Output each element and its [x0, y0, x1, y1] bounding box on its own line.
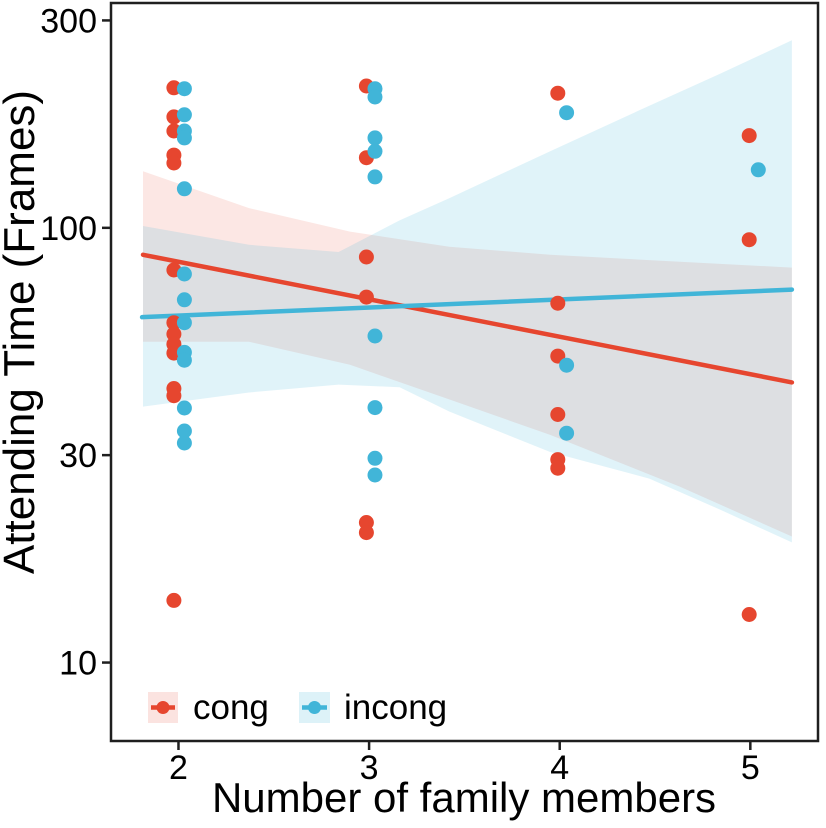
legend-label-cong: cong [193, 688, 269, 727]
y-tick-label: 100 [40, 210, 97, 248]
data-point-incong [176, 130, 192, 146]
trend-line-incong [139, 287, 795, 320]
x-tick-label: 5 [741, 749, 760, 787]
y-tick-label: 300 [40, 2, 97, 40]
legend-label-incong: incong [344, 688, 447, 727]
data-point-incong [176, 435, 192, 451]
data-point-incong [176, 266, 192, 282]
confidence-bands [143, 40, 792, 543]
data-point-cong [550, 460, 566, 476]
data-point-incong [176, 81, 192, 97]
legend-item-incong: incong [299, 688, 447, 727]
data-point-incong [367, 130, 383, 146]
trend-line-cong [140, 252, 795, 385]
ci-band-incong [143, 40, 792, 543]
data-point-cong [358, 289, 374, 305]
x-tick-label: 2 [169, 749, 188, 787]
legend: cong incong [148, 688, 447, 727]
points-cong [166, 78, 757, 622]
data-point-cong [550, 295, 566, 311]
data-point-cong [166, 315, 182, 331]
data-point-incong [176, 315, 192, 331]
data-point-cong [358, 249, 374, 265]
data-point-incong [367, 328, 383, 344]
data-point-cong [166, 155, 182, 171]
data-points [166, 78, 766, 622]
y-tick-label: 30 [59, 437, 97, 475]
data-point-cong [550, 85, 566, 101]
data-point-cong [550, 407, 566, 422]
legend-key-dot-incong [308, 701, 321, 714]
y-tick-label: 10 [59, 645, 97, 683]
panel-border [109, 1, 820, 743]
data-point-incong [559, 105, 575, 121]
data-point-incong [176, 423, 192, 439]
data-point-incong [559, 357, 575, 373]
ci-band-cong [143, 171, 792, 537]
data-point-cong [358, 525, 374, 541]
x-axis-title: Number of family members [212, 774, 716, 821]
data-point-incong [176, 292, 192, 308]
data-point-incong [367, 143, 383, 159]
data-point-cong [741, 128, 757, 144]
data-point-incong [559, 425, 575, 441]
data-point-cong [741, 232, 757, 248]
data-point-incong [367, 400, 383, 416]
y-axis: 10 30 100 300 [40, 2, 111, 683]
data-point-incong [176, 107, 192, 123]
trend-lines [139, 252, 795, 385]
x-tick-label: 3 [360, 749, 379, 787]
legend-item-cong: cong [148, 688, 269, 727]
data-point-incong [176, 352, 192, 368]
data-point-incong [176, 400, 192, 416]
data-point-incong [367, 89, 383, 105]
panel-border-rect [109, 1, 820, 743]
data-point-cong [741, 607, 757, 622]
data-point-cong [166, 592, 182, 608]
points-incong [176, 81, 766, 483]
data-point-incong [750, 162, 766, 178]
data-point-incong [367, 169, 383, 185]
legend-key-dot-cong [156, 701, 170, 714]
y-axis-title: Attending Time (Frames) [0, 90, 44, 574]
data-point-incong [367, 467, 383, 483]
data-point-incong [176, 181, 192, 197]
x-tick-label: 4 [550, 749, 569, 787]
data-point-incong [367, 450, 383, 466]
data-point-cong [166, 388, 182, 404]
x-axis: 2 3 4 5 [169, 741, 760, 787]
